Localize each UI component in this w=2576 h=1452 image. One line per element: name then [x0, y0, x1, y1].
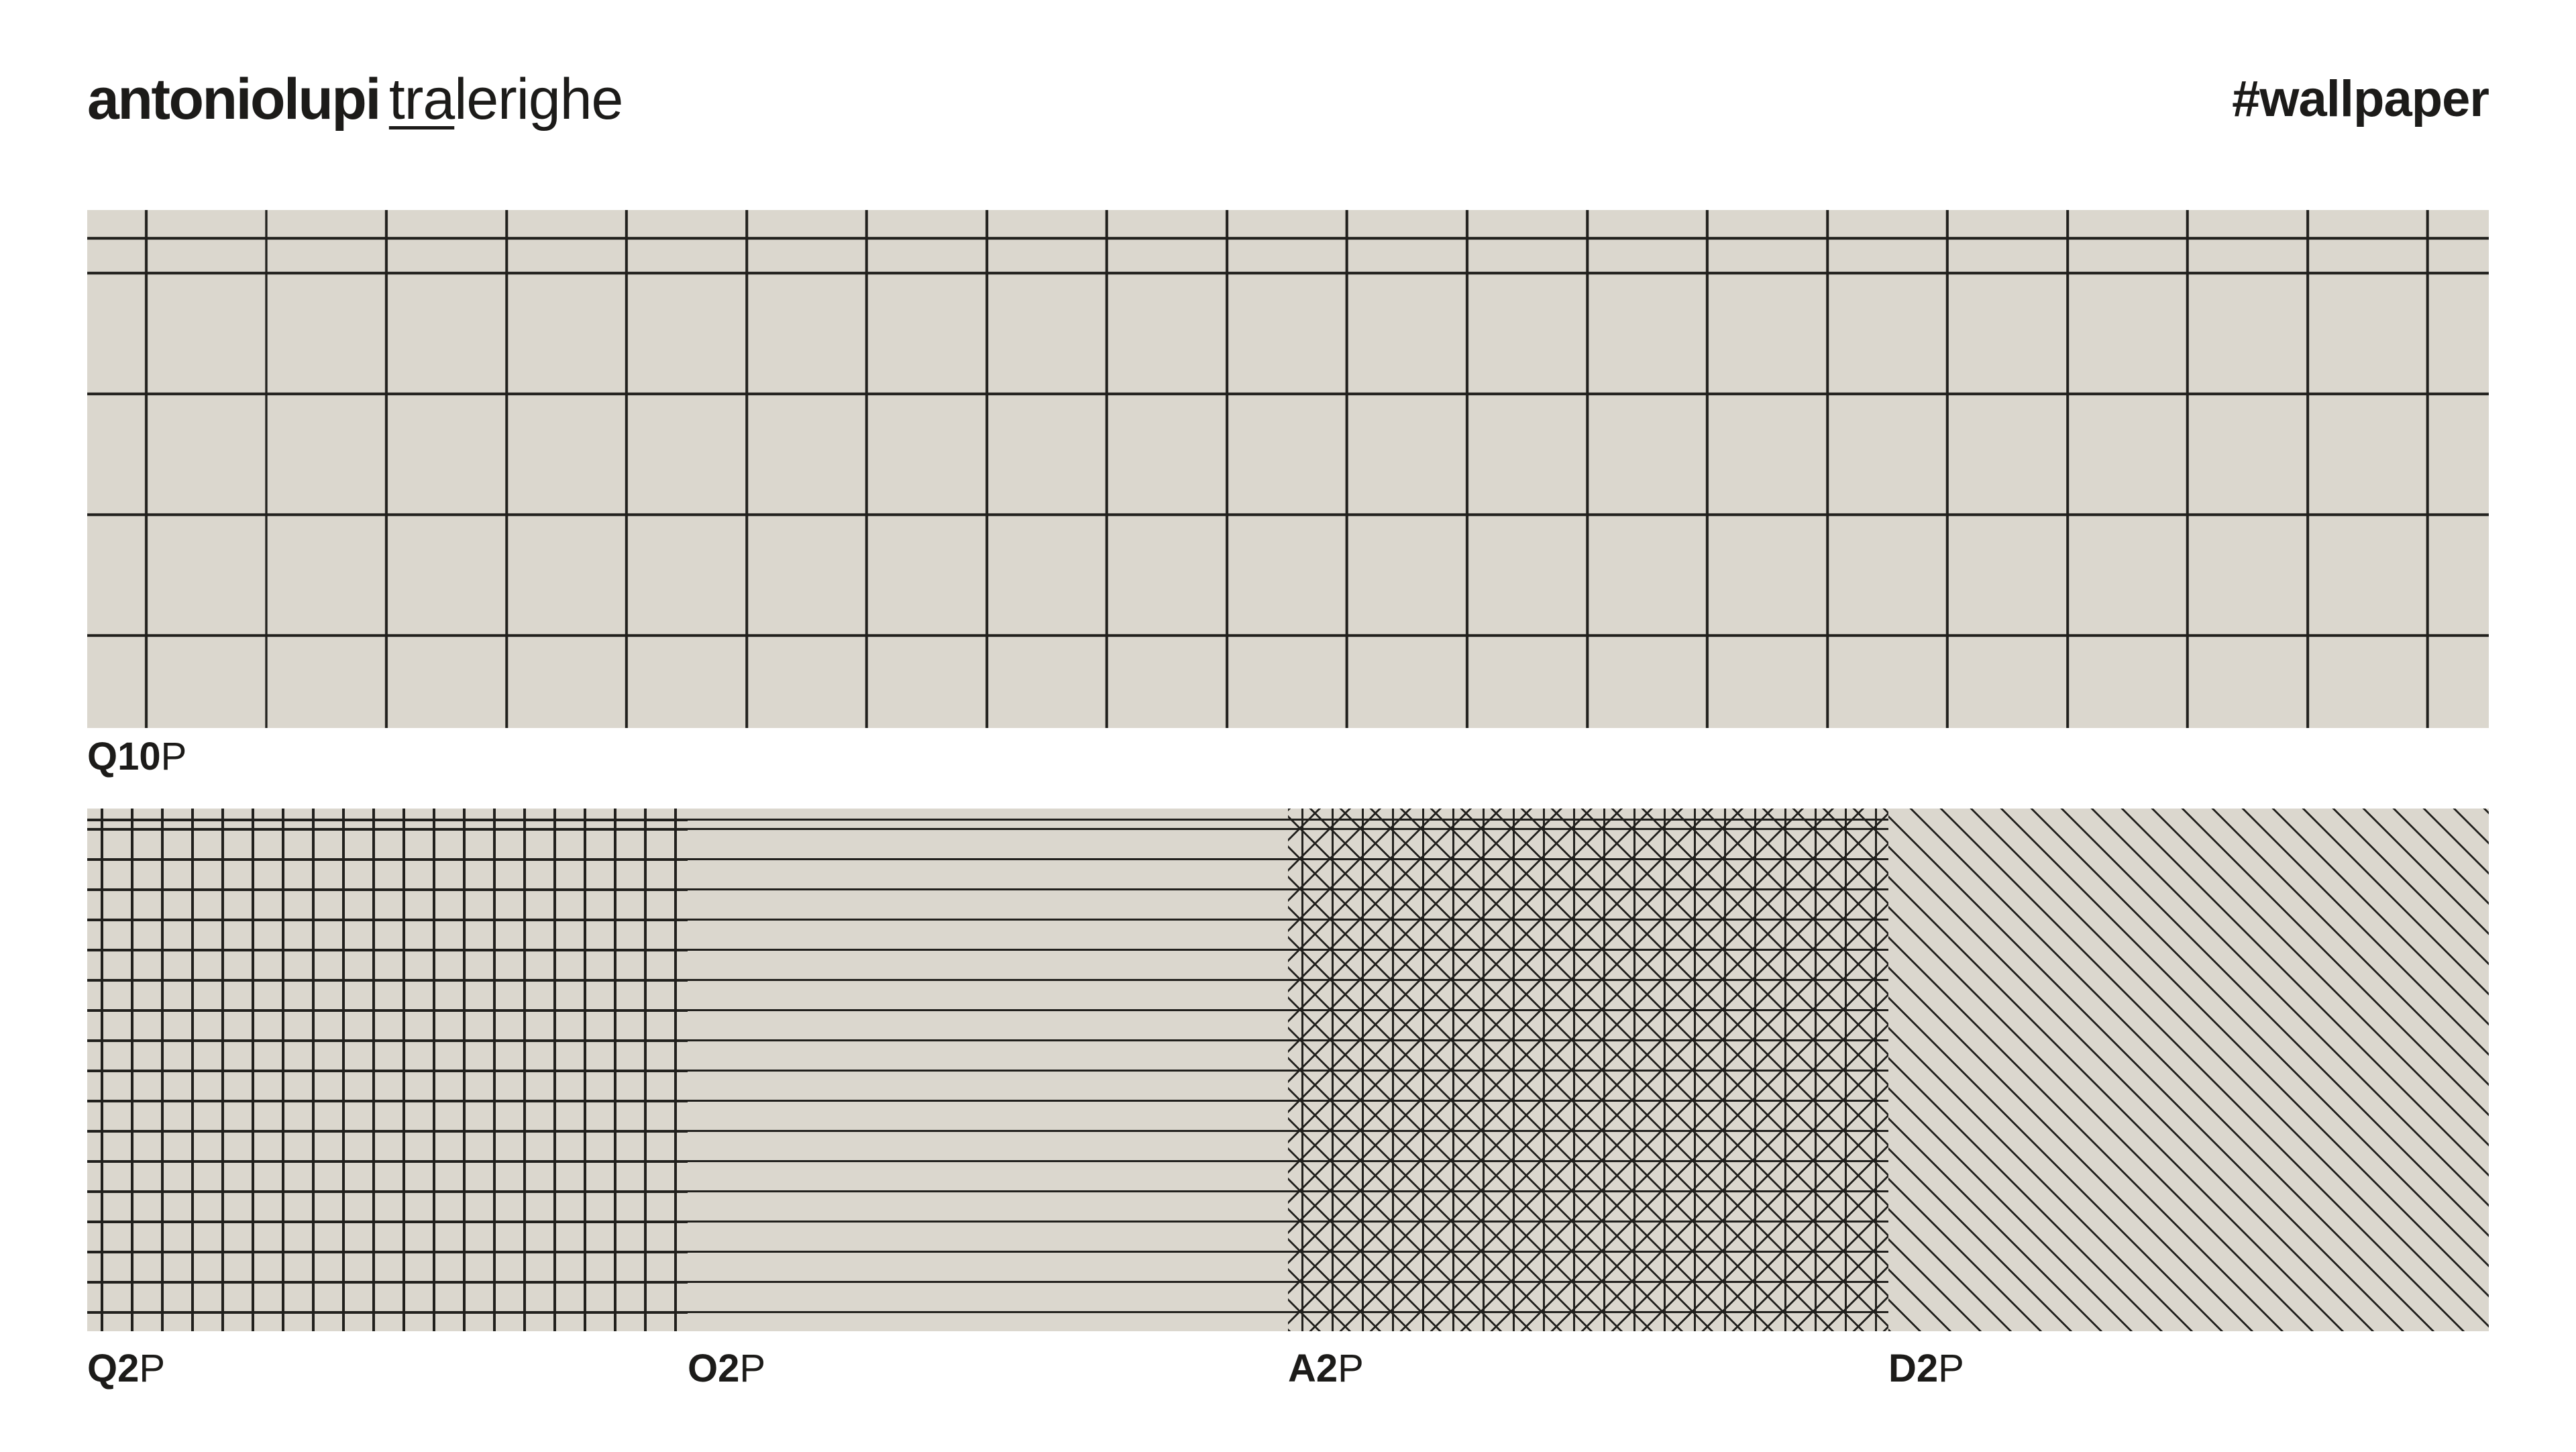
- swatch-code-a2p: A2P: [1288, 1349, 1364, 1388]
- swatch-diagonal-lines: [1888, 809, 2489, 1331]
- brand-logo: antoniolupi tralerighe: [87, 67, 623, 132]
- collection-underlined-part: tra: [388, 67, 455, 132]
- collection-rest-part: lerighe: [454, 67, 623, 132]
- code-suffix: P: [139, 1347, 166, 1390]
- swatch-crosshatch: [1288, 809, 1888, 1331]
- code-prefix: Q10: [87, 735, 161, 778]
- code-prefix: O2: [688, 1347, 740, 1390]
- swatch-code-o2p: O2P: [688, 1349, 765, 1388]
- code-suffix: P: [1938, 1347, 1964, 1390]
- hashtag-label: #wallpaper: [2232, 70, 2489, 127]
- collection-name: tralerighe: [388, 67, 624, 132]
- swatch-large-grid: [87, 210, 2489, 728]
- code-suffix: P: [160, 735, 187, 778]
- code-prefix: Q2: [87, 1347, 140, 1390]
- code-prefix: A2: [1288, 1347, 1338, 1390]
- swatch-code-d2p: D2P: [1888, 1349, 1964, 1388]
- swatch-code-q2p: Q2P: [87, 1349, 165, 1388]
- code-suffix: P: [739, 1347, 766, 1390]
- code-suffix: P: [1338, 1347, 1364, 1390]
- swatch-code-q10p: Q10P: [87, 737, 186, 776]
- code-prefix: D2: [1888, 1347, 1939, 1390]
- swatch-band: [87, 809, 2489, 1331]
- swatch-horizontal-lines: [688, 809, 1288, 1331]
- brand-name: antoniolupi: [87, 67, 381, 132]
- swatch-small-grid: [87, 809, 688, 1331]
